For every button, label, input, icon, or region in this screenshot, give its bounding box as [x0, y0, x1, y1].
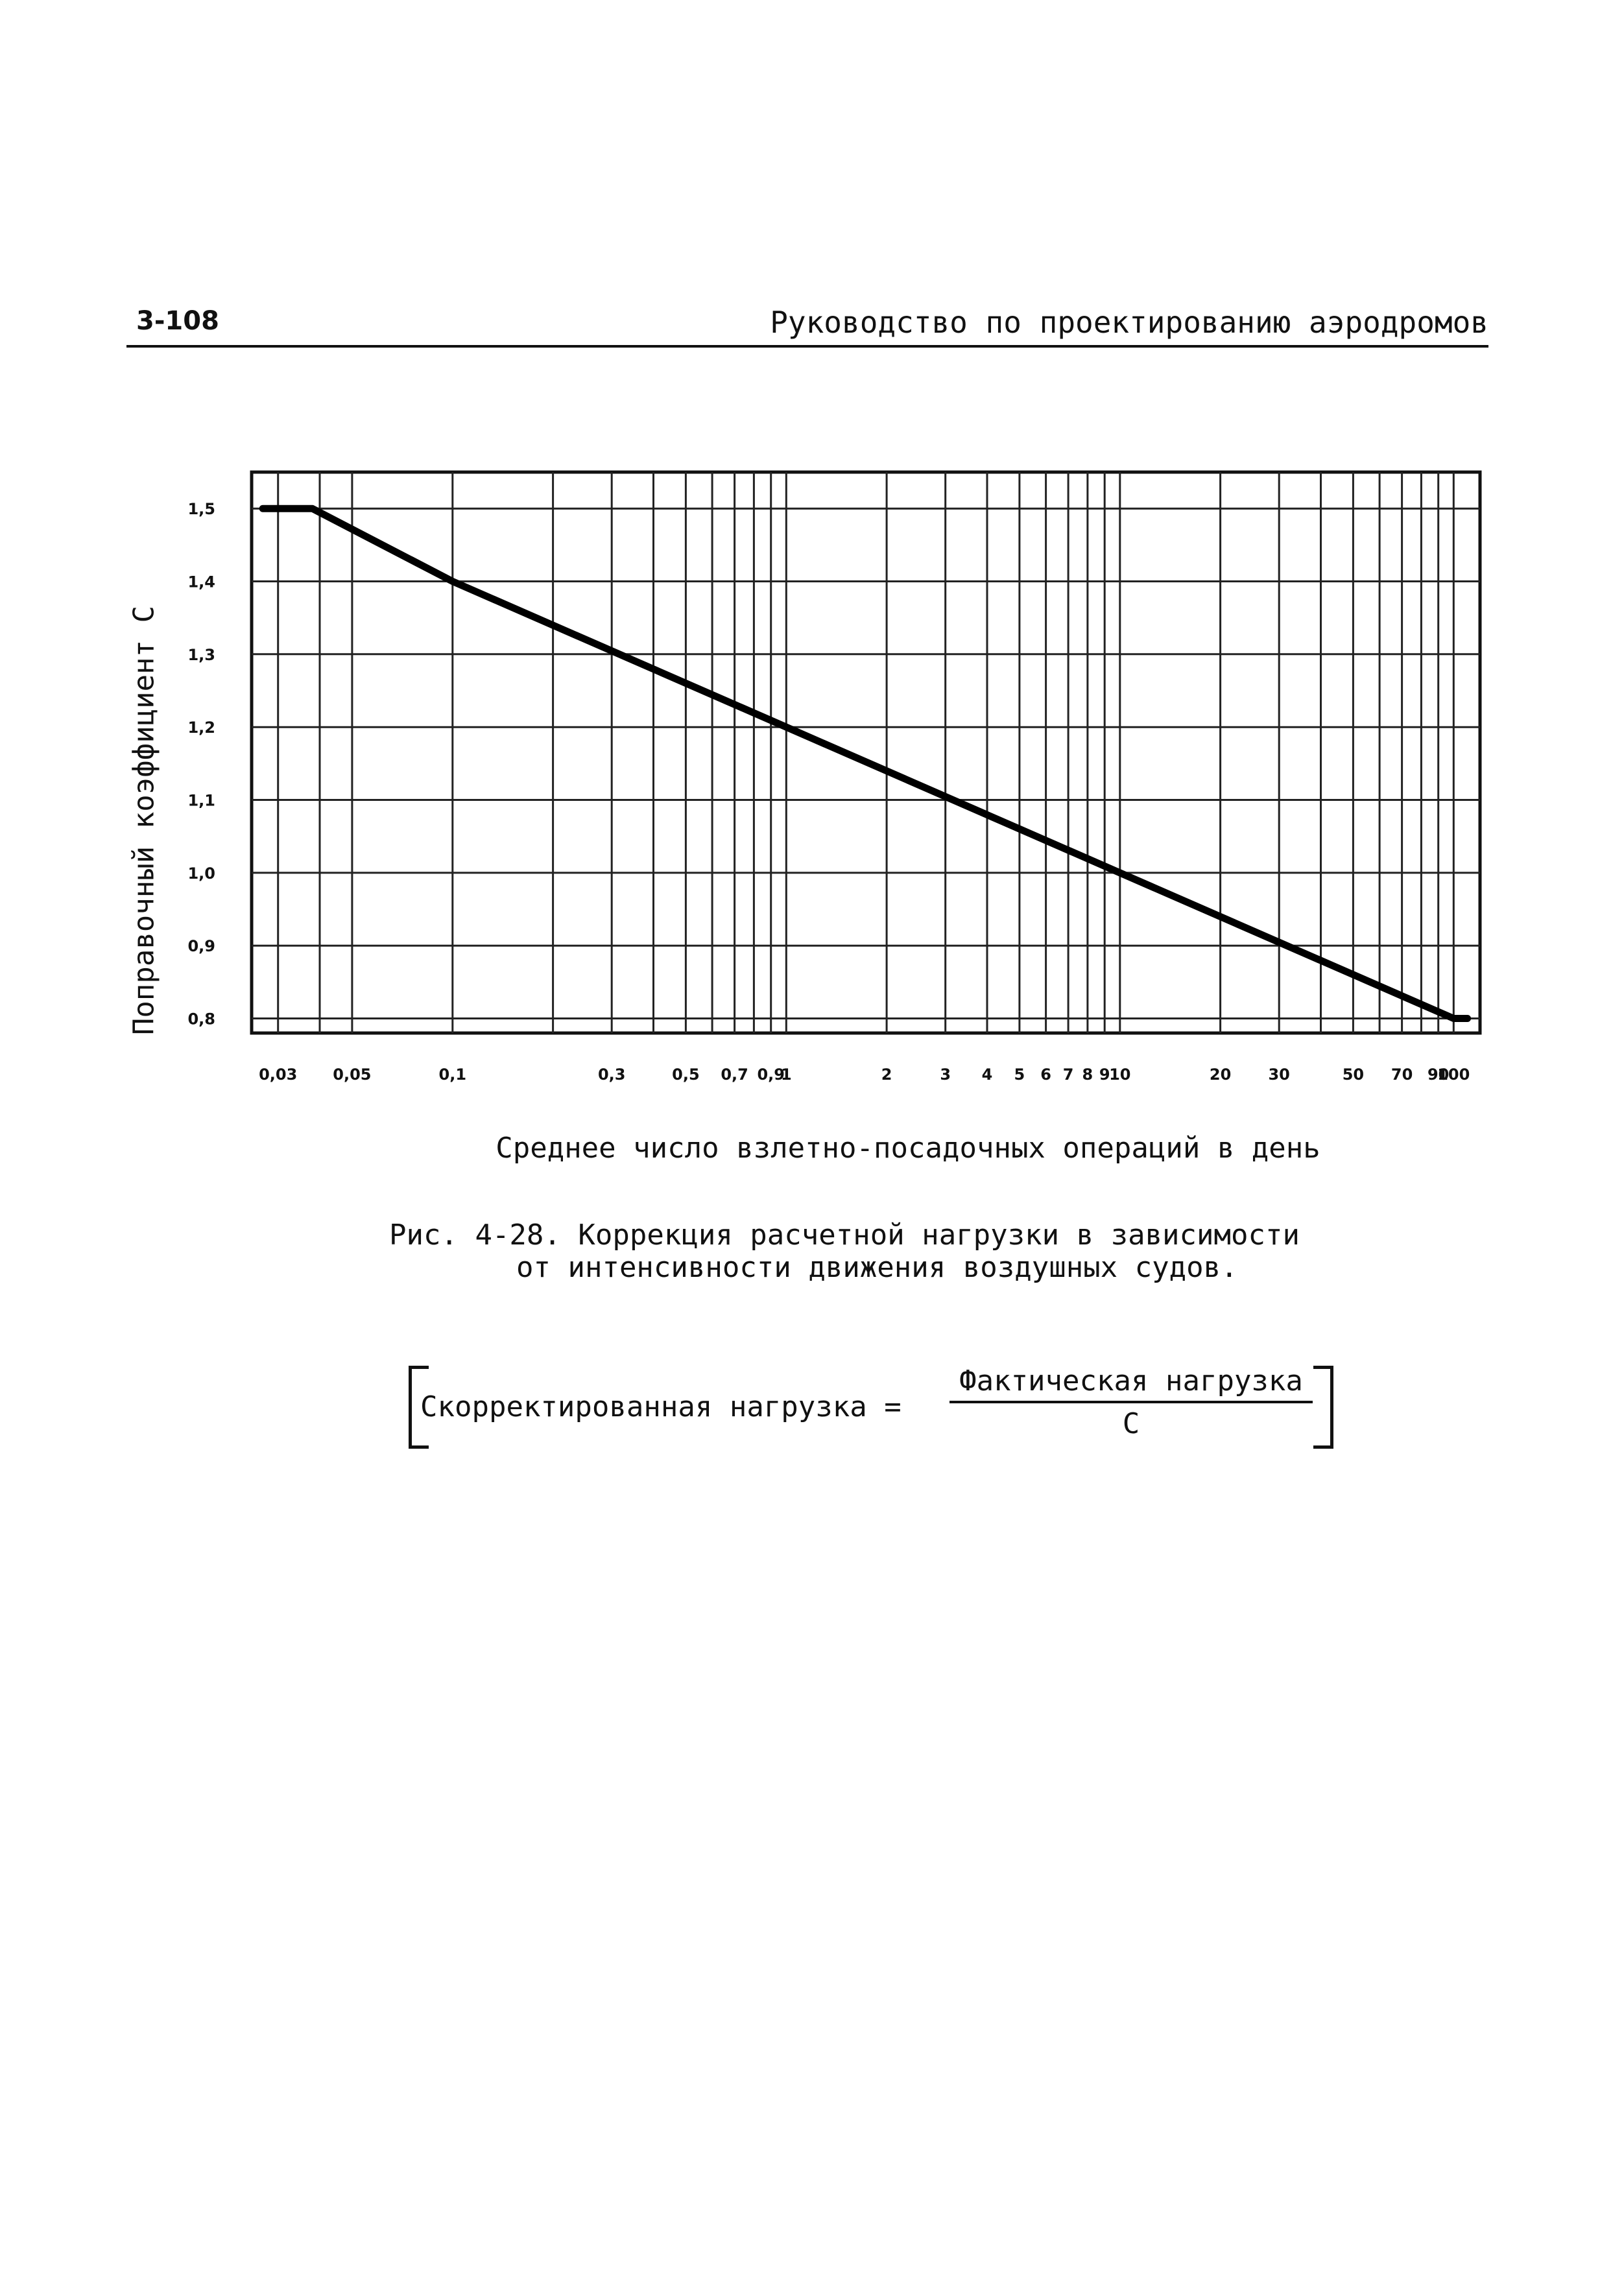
formula-box: Скорректированная нагрузка = Фактическая…	[401, 1362, 1341, 1453]
right-bracket	[1313, 1366, 1333, 1449]
y-tick-label: 1,4	[187, 573, 215, 591]
fraction-bar	[949, 1401, 1313, 1403]
left-bracket	[409, 1366, 429, 1449]
formula-denominator: C	[1122, 1407, 1140, 1440]
x-axis-title: Среднее число взлетно-посадочных операци…	[496, 1132, 1320, 1165]
x-tick-label: 4	[982, 1065, 993, 1084]
page-number: 3-108	[136, 306, 219, 336]
y-tick-label: 0,8	[187, 1010, 215, 1028]
header-rule	[126, 345, 1488, 348]
figure-caption: Рис. 4-28. Коррекция расчетной нагрузки …	[389, 1219, 1300, 1284]
y-tick-label: 1,1	[187, 792, 215, 810]
caption-line-1: Рис. 4-28. Коррекция расчетной нагрузки …	[389, 1219, 1300, 1252]
x-tick-label: 100	[1437, 1065, 1470, 1084]
x-tick-label: 3	[940, 1065, 951, 1084]
x-tick-label: 0,1	[439, 1065, 467, 1084]
x-tick-label: 6	[1040, 1065, 1051, 1084]
y-tick-label: 0,9	[187, 937, 215, 955]
x-tick-label: 0,7	[721, 1065, 748, 1084]
x-tick-label: 2	[881, 1065, 892, 1084]
page-header: 3-108 Руководство по проектированию аэро…	[126, 305, 1488, 350]
x-tick-label: 0,05	[333, 1065, 371, 1084]
y-tick-label: 1,0	[187, 864, 215, 883]
x-tick-label: 20	[1210, 1065, 1231, 1084]
x-tick-label: 90	[1427, 1065, 1449, 1084]
x-tick-label: 70	[1391, 1065, 1413, 1084]
correction-curve	[259, 505, 1472, 1022]
x-tick-labels: 0,03 0,05 0,1 0,3 0,5 0,7 0,91 2 3 4 5 6 7 8 910 20 30 50…	[259, 1065, 1470, 1084]
y-tick-labels: 1,5 1,4 1,3 1,2 1,1 1,0 0,9 0,8	[187, 500, 215, 1028]
x-tick-label: 0,9	[757, 1065, 785, 1084]
caption-line-2: от интенсивности движения воздушных судо…	[516, 1251, 1238, 1284]
x-tick-label: 50	[1343, 1065, 1364, 1084]
x-tick-label: 5	[1014, 1065, 1025, 1084]
x-tick-label: 0,03	[259, 1065, 297, 1084]
x-tick-label: 8	[1082, 1065, 1093, 1084]
x-tick-label: 9	[1099, 1065, 1110, 1084]
y-axis-title: Поправочный коэффициент C	[127, 605, 161, 1036]
correction-chart: 0,03 0,05 0,1 0,3 0,5 0,7 0,91 2 3 4 5 6 7 8 910 20 30 50…	[187, 470, 1482, 1084]
formula-left-side: Скорректированная нагрузка =	[420, 1390, 902, 1423]
x-tick-label: 7	[1063, 1065, 1074, 1084]
y-tick-label: 1,5	[187, 500, 215, 518]
x-tick-label: 0,5	[672, 1065, 700, 1084]
plot-frame	[250, 470, 1482, 1035]
y-tick-label: 1,2	[187, 719, 215, 737]
x-tick-label: 1	[781, 1065, 792, 1084]
running-title: Руководство по проектированию аэродромов	[770, 305, 1488, 340]
x-tick-label: 0,3	[598, 1065, 626, 1084]
x-tick-label: 30	[1268, 1065, 1289, 1084]
formula-numerator: Фактическая нагрузка	[959, 1364, 1303, 1397]
y-tick-label: 1,3	[187, 646, 215, 664]
grid-lines	[252, 472, 1480, 1033]
x-tick-label: 10	[1109, 1065, 1130, 1084]
